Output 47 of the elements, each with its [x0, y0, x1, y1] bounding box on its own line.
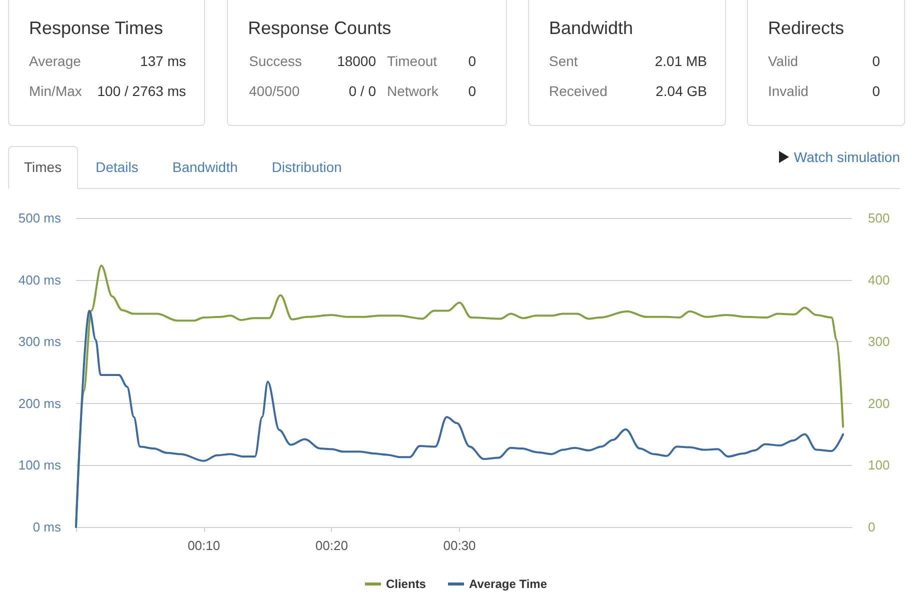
y2-tick-label: 0 — [868, 520, 876, 534]
text: Details — [96, 159, 138, 175]
text: Times — [24, 159, 62, 175]
y-tick-label: 200 ms — [18, 396, 62, 411]
y-tick-label: 100 ms — [18, 458, 62, 473]
y-tick-label: 400 ms — [18, 272, 62, 288]
text: 0 — [872, 53, 880, 69]
text: Watch simulation — [794, 149, 900, 165]
text: 100 / 2763 ms — [97, 83, 186, 99]
text: 137 ms — [140, 53, 186, 69]
text: 2.04 GB — [656, 83, 707, 99]
text: 0 — [468, 53, 476, 69]
text: 2.01 MB — [654, 53, 707, 69]
legend-label: Clients — [386, 577, 426, 591]
y-tick-label: 0 ms — [32, 520, 62, 534]
text: Average — [29, 53, 81, 69]
text: Min/Max — [29, 83, 82, 99]
text: Redirects — [768, 18, 844, 38]
x-tick-label: 00:30 — [443, 538, 476, 553]
y2-tick-label: 500 — [868, 210, 890, 226]
y2-tick-label: 100 — [868, 458, 890, 473]
text: Distribution — [272, 159, 342, 175]
text: Invalid — [768, 83, 808, 99]
text: 0 — [468, 83, 476, 99]
text: Response Times — [29, 18, 164, 38]
x-tick-label: 00:10 — [188, 538, 220, 553]
text: 0 / 0 — [348, 83, 376, 99]
text: Success — [249, 53, 302, 69]
text: 400/500 — [249, 83, 300, 99]
text: Bandwidth — [172, 159, 238, 175]
line-series — [75, 310, 844, 528]
text: Valid — [768, 53, 798, 69]
text: Network — [387, 83, 438, 99]
text: 0 — [872, 83, 880, 99]
y2-tick-label: 300 — [868, 334, 890, 350]
y2-tick-label: 200 — [868, 396, 890, 411]
legend-label: Average Time — [468, 577, 548, 591]
x-tick-label: 00:20 — [315, 538, 348, 553]
y-tick-label: 300 ms — [18, 334, 62, 350]
text: Timeout — [387, 53, 438, 69]
text: Response Counts — [248, 18, 392, 38]
y-tick-label: 500 ms — [18, 210, 62, 226]
y2-tick-label: 400 — [868, 272, 890, 288]
text: 18000 — [337, 53, 376, 69]
text: Received — [549, 83, 608, 99]
text: Sent — [549, 53, 578, 69]
text: Bandwidth — [549, 18, 634, 38]
